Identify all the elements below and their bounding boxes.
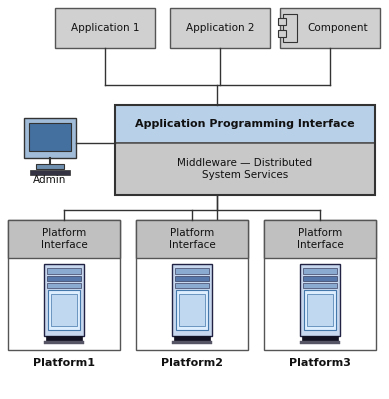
Bar <box>136 220 248 350</box>
Bar <box>8 220 120 258</box>
Bar <box>175 283 209 288</box>
Bar <box>179 294 205 326</box>
Bar <box>172 264 212 336</box>
Bar <box>300 341 340 344</box>
Bar <box>47 283 81 288</box>
Bar <box>115 143 375 195</box>
Text: Platform
Interface: Platform Interface <box>168 228 216 250</box>
Bar <box>303 276 337 281</box>
Bar <box>280 8 380 48</box>
Bar <box>115 105 375 195</box>
Bar <box>24 118 76 158</box>
Bar <box>115 105 375 143</box>
Bar <box>47 268 81 274</box>
Bar <box>303 268 337 274</box>
Bar <box>47 276 81 281</box>
Text: Application 1: Application 1 <box>71 23 139 33</box>
Bar <box>278 18 286 25</box>
Text: Application Programming Interface: Application Programming Interface <box>135 119 355 129</box>
Text: Platform1: Platform1 <box>33 358 95 368</box>
Bar <box>175 276 209 281</box>
Text: Component: Component <box>308 23 368 33</box>
Text: Admin: Admin <box>33 175 67 185</box>
Text: Platform3: Platform3 <box>289 358 351 368</box>
Text: Platform2: Platform2 <box>161 358 223 368</box>
Bar <box>136 220 248 258</box>
Bar <box>264 220 376 350</box>
Bar <box>176 290 208 330</box>
Text: Platform
Interface: Platform Interface <box>297 228 343 250</box>
Bar <box>174 336 210 341</box>
Bar <box>170 8 270 48</box>
Bar <box>29 123 71 151</box>
Bar <box>307 294 333 326</box>
Bar <box>46 336 82 341</box>
Bar <box>55 8 155 48</box>
Bar <box>36 164 64 169</box>
Bar <box>303 283 337 288</box>
Bar <box>264 220 376 258</box>
Bar <box>304 290 336 330</box>
Bar <box>44 264 84 336</box>
Text: Middleware — Distributed
System Services: Middleware — Distributed System Services <box>177 158 313 180</box>
Bar <box>8 220 120 350</box>
Bar <box>48 290 80 330</box>
Bar <box>30 170 70 175</box>
Bar <box>44 341 84 344</box>
Bar <box>278 30 286 37</box>
Bar <box>51 294 77 326</box>
Bar <box>283 14 297 42</box>
Bar <box>302 336 338 341</box>
Bar <box>175 268 209 274</box>
Bar <box>172 341 212 344</box>
Text: Platform
Interface: Platform Interface <box>40 228 88 250</box>
Bar <box>300 264 340 336</box>
Text: Application 2: Application 2 <box>186 23 254 33</box>
